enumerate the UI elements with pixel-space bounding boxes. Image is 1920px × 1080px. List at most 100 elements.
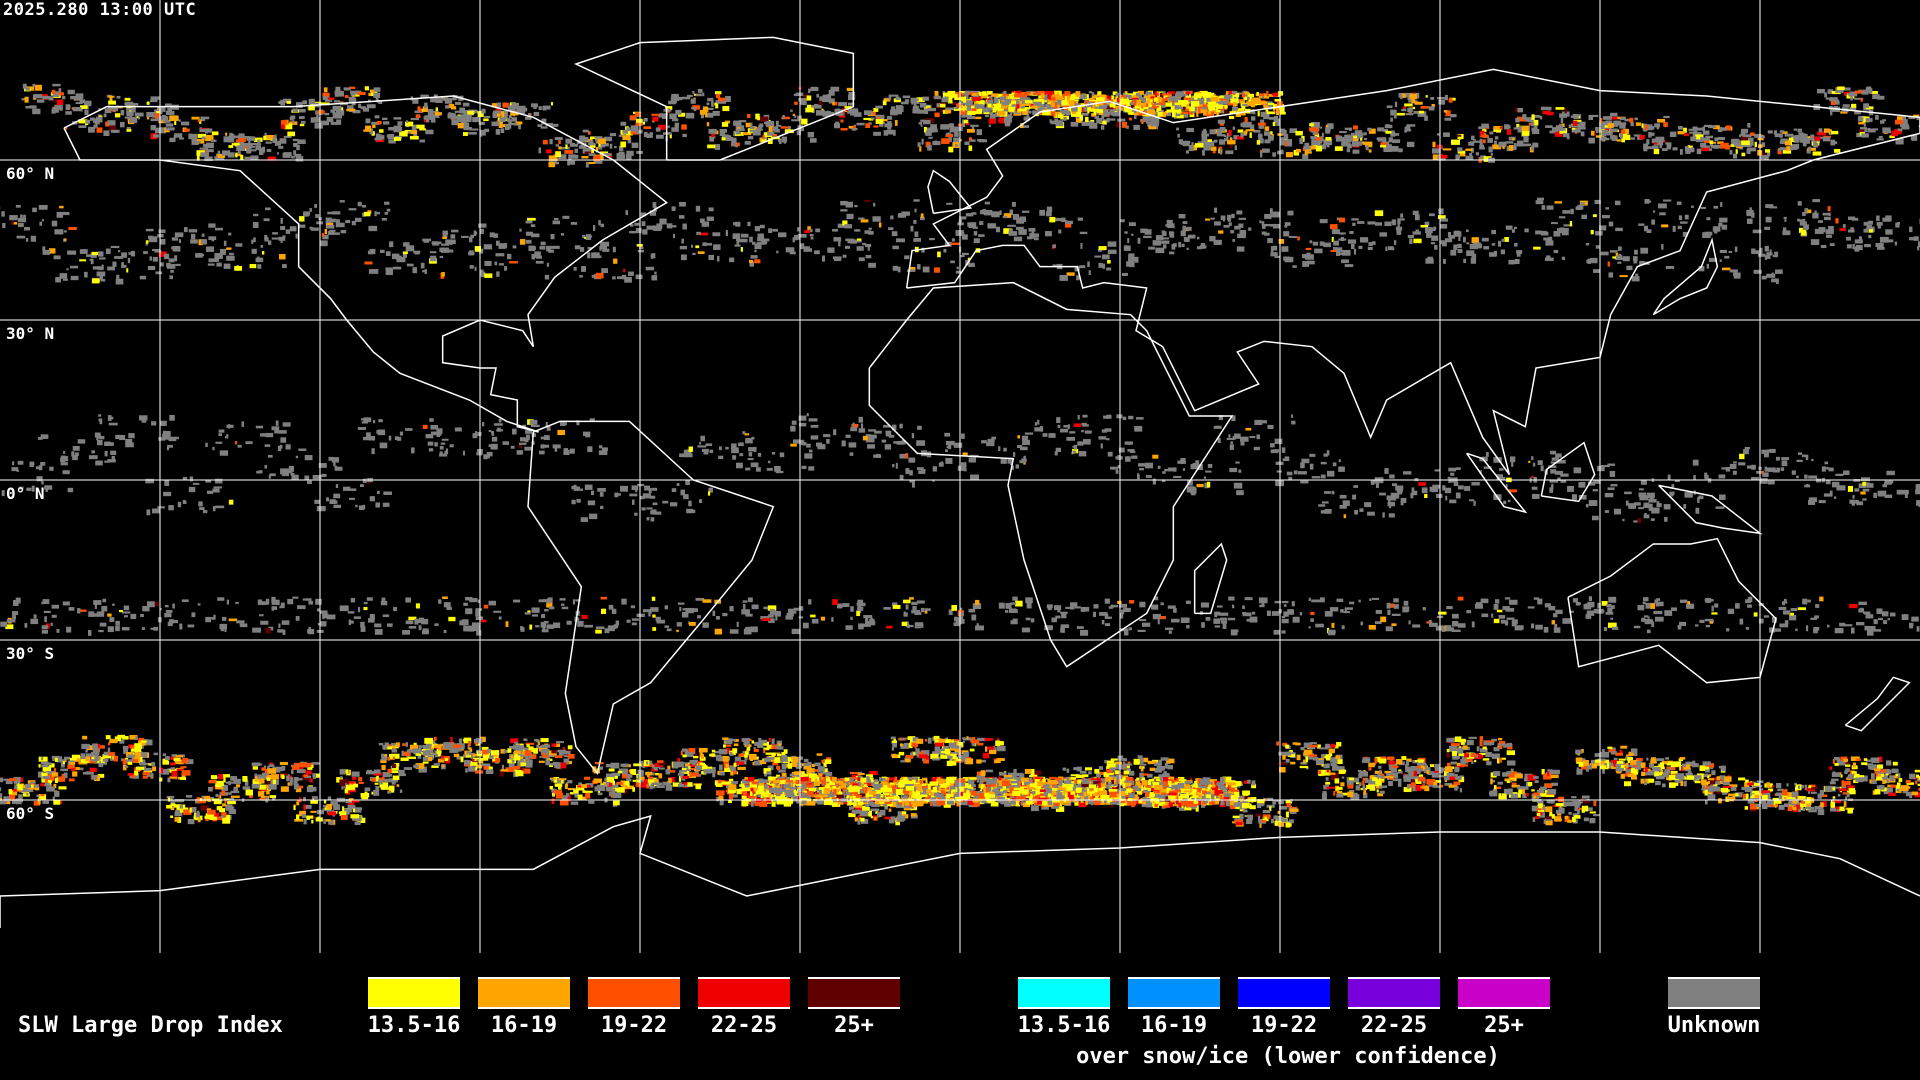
cloud-pixel xyxy=(769,787,775,793)
cloud-pixel xyxy=(251,783,260,789)
cloud-pixel xyxy=(955,796,962,800)
cloud-pixel xyxy=(1610,760,1618,763)
cloud-pixel xyxy=(969,777,977,780)
cloud-pixel xyxy=(1797,785,1801,789)
cloud-pixel xyxy=(44,783,52,787)
cloud-pixel xyxy=(1618,758,1626,761)
cloud-pixel xyxy=(890,816,896,822)
cloud-pixel xyxy=(756,794,761,801)
cloud-pixel xyxy=(925,756,929,760)
cloud-pixel xyxy=(1543,819,1547,824)
cloud-pixel xyxy=(685,764,691,768)
cloud-pixel xyxy=(1309,742,1317,745)
cloud-pixel xyxy=(134,747,142,753)
cloud-pixel xyxy=(245,789,253,796)
cloud-pixel xyxy=(1804,784,1808,791)
cloud-pixel xyxy=(1440,767,1449,772)
cloud-pixel xyxy=(92,743,98,749)
cloud-pixel xyxy=(507,748,512,753)
cloud-pixel xyxy=(1162,803,1171,808)
cloud-pixel xyxy=(1738,777,1746,781)
cloud-pixel xyxy=(462,739,472,742)
cloud-pixel xyxy=(973,796,977,800)
cloud-pixel xyxy=(1081,787,1085,791)
cloud-pixel xyxy=(322,805,327,808)
cloud-pixel xyxy=(1131,772,1135,775)
cloud-pixel xyxy=(1169,776,1175,781)
cloud-pixel xyxy=(1463,758,1469,764)
cloud-pixel xyxy=(0,793,3,799)
cloud-pixel xyxy=(979,759,986,763)
cloud-pixel xyxy=(1203,801,1212,806)
cloud-pixel xyxy=(97,743,101,749)
cloud-pixel xyxy=(1315,759,1325,765)
cloud-pixel xyxy=(398,773,406,777)
cloud-pixel xyxy=(817,766,825,772)
cloud-pixel xyxy=(1630,748,1638,753)
cloud-pixel xyxy=(1103,800,1107,804)
cloud-pixel xyxy=(920,750,930,757)
cloud-pixel xyxy=(667,765,671,772)
cloud-pixel xyxy=(1097,797,1104,800)
cloud-pixel xyxy=(852,783,859,786)
cloud-pixel xyxy=(679,770,683,775)
cloud-pixel xyxy=(1009,798,1013,804)
cloud-pixel xyxy=(536,744,539,749)
cloud-pixel xyxy=(1544,790,1549,793)
cloud-pixel xyxy=(593,768,600,774)
cloud-pixel xyxy=(102,754,112,759)
cloud-pixel xyxy=(294,778,303,781)
cloud-pixel xyxy=(152,766,157,772)
cloud-pixel xyxy=(1892,761,1898,766)
cloud-pixel xyxy=(1321,764,1325,767)
cloud-pixel xyxy=(758,783,765,787)
cloud-pixel xyxy=(403,767,413,770)
cloud-pixel xyxy=(953,741,957,747)
cloud-pixel xyxy=(832,785,835,791)
cloud-pixel xyxy=(41,756,44,761)
cloud-pixel xyxy=(967,737,972,740)
cloud-pixel xyxy=(339,776,343,779)
cloud-pixel xyxy=(1683,780,1687,787)
cloud-pixel xyxy=(1388,780,1393,786)
cloud-pixel xyxy=(175,768,184,771)
cloud-pixel xyxy=(1664,769,1671,774)
cloud-pixel xyxy=(914,783,922,789)
cloud-pixel xyxy=(772,761,779,766)
cloud-pixel xyxy=(38,764,41,768)
cloud-pixel xyxy=(1272,799,1282,802)
cloud-pixel xyxy=(305,770,312,775)
cloud-pixel xyxy=(864,787,868,794)
cloud-pixel xyxy=(1497,781,1503,785)
cloud-pixel xyxy=(1179,807,1186,811)
cloud-pixel xyxy=(290,777,293,783)
cloud-pixel xyxy=(1871,764,1877,770)
cloud-pixel xyxy=(605,764,613,768)
cloud-pixel xyxy=(293,783,299,790)
cloud-pixel xyxy=(180,766,187,769)
cloud-pixel xyxy=(183,809,192,815)
cloud-pixel xyxy=(1119,779,1123,785)
cloud-pixel xyxy=(949,747,956,751)
cloud-pixel xyxy=(1120,800,1126,804)
cloud-pixel xyxy=(223,798,230,801)
cloud-pixel xyxy=(1098,782,1101,788)
cloud-pixel xyxy=(1379,775,1386,779)
cloud-pixel xyxy=(977,742,984,746)
cloud-pixel xyxy=(233,778,241,784)
cloud-pixel xyxy=(381,756,387,761)
cloud-pixel xyxy=(616,787,625,793)
cloud-pixel xyxy=(1626,764,1634,767)
cloud-pixel xyxy=(492,757,501,763)
cloud-pixel xyxy=(1444,766,1453,773)
cloud-pixel xyxy=(1093,781,1101,785)
cloud-pixel xyxy=(1009,784,1014,790)
cloud-pixel xyxy=(688,765,691,770)
cloud-pixel xyxy=(1918,787,1920,791)
cloud-pixel xyxy=(1547,788,1557,795)
cloud-pixel xyxy=(545,762,555,766)
cloud-pixel xyxy=(715,790,725,796)
cloud-pixel xyxy=(1627,759,1630,764)
cloud-pixel xyxy=(1058,780,1063,786)
cloud-pixel xyxy=(1797,808,1801,812)
